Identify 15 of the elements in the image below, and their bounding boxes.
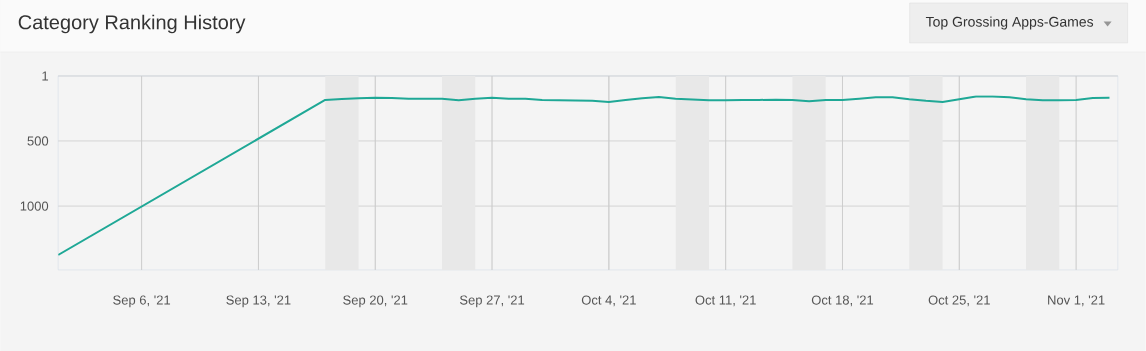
x-tick-label: Sep 20, '21 bbox=[343, 295, 408, 308]
y-tick-label: 1 bbox=[42, 71, 49, 81]
x-tick-label: Oct 4, '21 bbox=[581, 295, 636, 307]
y-tick-label: 500 bbox=[27, 136, 49, 146]
y-tick-label: 1000 bbox=[20, 201, 49, 211]
chart-title: Category Ranking History bbox=[18, 14, 246, 34]
line-series bbox=[58, 95, 1111, 256]
x-tick-label: Sep 6, '21 bbox=[113, 295, 171, 308]
x-tick-label: Sep 13, '21 bbox=[226, 295, 291, 308]
x-tick-label: Nov 1, '21 bbox=[1048, 295, 1105, 307]
x-tick-label: Sep 27, '21 bbox=[459, 295, 525, 308]
x-tick-label: Oct 18, '21 bbox=[811, 295, 874, 307]
x-tick-label: Oct 25, '21 bbox=[928, 295, 990, 307]
text: Top Grossing Apps-Games bbox=[925, 16, 1094, 30]
x-tick-label: Oct 11, '21 bbox=[695, 295, 756, 307]
